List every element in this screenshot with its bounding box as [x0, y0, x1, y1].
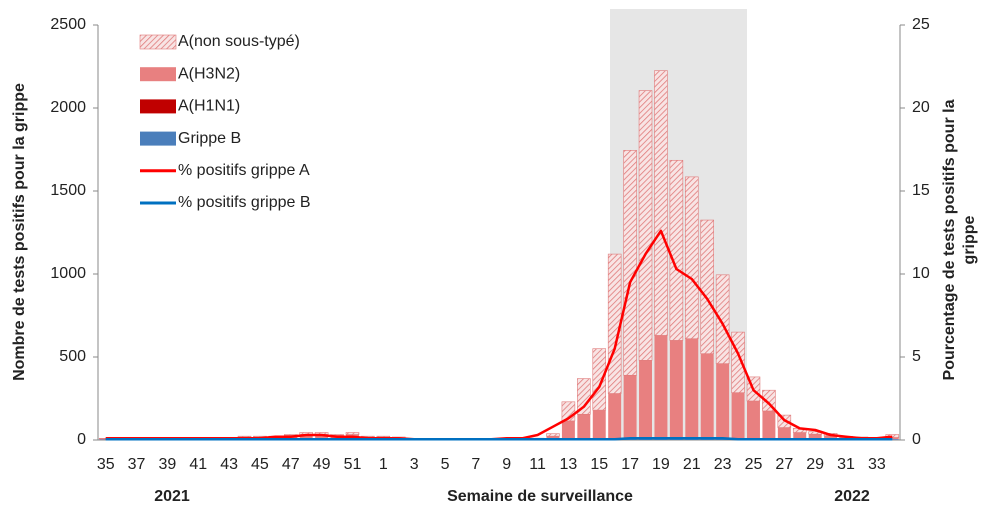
- y2-tick-label: 15: [912, 182, 930, 199]
- legend-swatch: [140, 131, 176, 146]
- bar-segment: [731, 392, 745, 440]
- bar-segment: [345, 432, 360, 435]
- x-tick-label: 29: [806, 456, 824, 473]
- x-tick-label: 45: [251, 456, 269, 473]
- bar-segment: [700, 353, 714, 439]
- bar-segment: [546, 433, 560, 437]
- x-tick-label: 39: [159, 456, 177, 473]
- y-tick-label: 1500: [50, 182, 86, 199]
- legend-label: % positifs grippe B: [178, 194, 311, 211]
- y2-axis-title: grippe: [961, 215, 978, 264]
- y-tick-label: 500: [59, 348, 86, 365]
- x-tick-label: 33: [868, 456, 886, 473]
- bar-segment: [777, 427, 791, 440]
- y2-tick-label: 25: [912, 16, 930, 33]
- legend-label: A(non sous-typé): [178, 33, 300, 50]
- x-tick-label: 17: [621, 456, 639, 473]
- bar-segment: [669, 340, 683, 439]
- bar-segment: [639, 360, 652, 439]
- y-axis-title: Nombre de tests positifs pour la grippe: [11, 83, 28, 381]
- legend-swatch: [140, 67, 176, 82]
- y2-tick-label: 10: [912, 265, 930, 282]
- x-tick-label: 49: [313, 456, 331, 473]
- bar-segment: [808, 434, 822, 440]
- bar-segment: [685, 338, 699, 439]
- x-tick-label: 35: [97, 456, 115, 473]
- bar-segment: [623, 150, 637, 376]
- y-tick-label: 1000: [50, 265, 86, 282]
- legend-label: % positifs grippe A: [178, 162, 310, 179]
- x-tick-label: 3: [410, 456, 419, 473]
- legend-swatch: [139, 34, 177, 50]
- x-tick-label: 25: [745, 456, 763, 473]
- x-tick-label: 9: [502, 456, 511, 473]
- bar-segment: [623, 375, 637, 439]
- bar-segment: [561, 420, 575, 440]
- x-tick-label: 15: [590, 456, 608, 473]
- y-tick-label: 0: [77, 431, 86, 448]
- x-tick-label: 13: [560, 456, 578, 473]
- bar-segment: [577, 414, 591, 440]
- x-tick-label: 31: [837, 456, 855, 473]
- bar-segment: [700, 219, 714, 354]
- x-tick-label: 23: [714, 456, 732, 473]
- bar-segment: [315, 434, 329, 439]
- bar-segment: [299, 434, 313, 439]
- legend-label: A(H1N1): [178, 98, 240, 115]
- bar-segment: [592, 348, 607, 411]
- year-label: 2022: [834, 488, 870, 505]
- x-tick-label: 1: [379, 456, 388, 473]
- legend-label: A(H3N2): [178, 65, 240, 82]
- bar-segment: [715, 274, 730, 364]
- bar-segment: [237, 435, 252, 438]
- bar-segment: [654, 70, 668, 336]
- bar-segment: [608, 393, 622, 440]
- x-tick-label: 7: [471, 456, 480, 473]
- bar-segment: [824, 435, 838, 440]
- legend-swatch: [140, 99, 176, 114]
- line-series: [105, 229, 893, 441]
- x-tick-label: 47: [282, 456, 300, 473]
- x-tick-label: 51: [344, 456, 362, 473]
- x-tick-label: 27: [775, 456, 793, 473]
- y-tick-label: 2000: [50, 99, 86, 116]
- bar-segment: [638, 90, 653, 361]
- x-tick-label: 43: [220, 456, 238, 473]
- x-tick-label: 21: [683, 456, 701, 473]
- y2-tick-label: 20: [912, 99, 930, 116]
- year-label: 2021: [154, 488, 190, 505]
- bar-segment: [747, 400, 760, 440]
- y-tick-label: 2500: [50, 16, 86, 33]
- bar-segment: [669, 159, 684, 341]
- y2-axis-title: Pourcentage de tests positifs pour la: [941, 99, 958, 380]
- y2-tick-label: 0: [912, 431, 921, 448]
- x-tick-label: 19: [652, 456, 670, 473]
- bar-segment: [654, 335, 668, 439]
- x-tick-label: 41: [189, 456, 207, 473]
- bar-segment: [592, 410, 606, 440]
- bar-segment: [376, 435, 391, 438]
- bar-segment: [793, 432, 807, 440]
- bar-segment: [716, 363, 730, 439]
- y2-tick-label: 5: [912, 348, 921, 365]
- x-axis-title: Semaine de surveillance: [447, 488, 633, 505]
- bar-segment: [762, 410, 776, 440]
- bar-segment: [546, 436, 560, 440]
- line-series: [105, 437, 893, 441]
- x-tick-label: 37: [128, 456, 146, 473]
- x-tick-label: 11: [529, 456, 546, 473]
- legend-label: Grippe B: [178, 130, 241, 147]
- bar-segment: [685, 176, 699, 340]
- x-tick-label: 5: [441, 456, 450, 473]
